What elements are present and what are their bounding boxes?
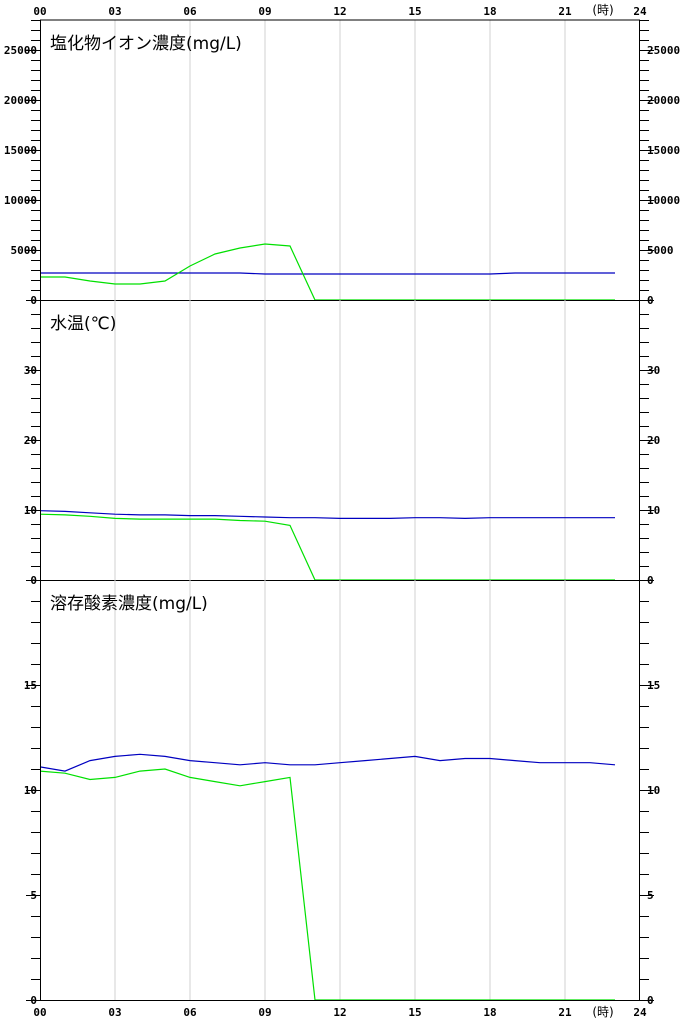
x-unit-label-bottom: (時) <box>592 1005 613 1019</box>
y-tick-label-left: 15 <box>24 679 37 692</box>
y-tick-label-left: 30 <box>24 364 37 377</box>
y-tick-label-left: 10000 <box>4 194 37 207</box>
y-tick-label-right: 0 <box>647 994 654 1007</box>
x-tick-label-top: 12 <box>333 5 346 18</box>
x-tick-label-bottom: 15 <box>408 1006 421 1019</box>
y-tick-label-right: 5 <box>647 889 654 902</box>
x-tick-label-top: 09 <box>258 5 271 18</box>
x-tick-label-top: 00 <box>33 5 46 18</box>
panel-title: 溶存酸素濃度(mg/L) <box>50 594 208 614</box>
x-tick-label-top: 18 <box>483 5 496 18</box>
y-tick-label-right: 10 <box>647 784 660 797</box>
x-tick-label-top: 03 <box>108 5 121 18</box>
x-tick-label-bottom: 12 <box>333 1006 346 1019</box>
y-tick-label-right: 20 <box>647 434 660 447</box>
series-line-1 <box>39 510 615 520</box>
panel-title: 塩化物イオン濃度(mg/L) <box>50 34 242 54</box>
y-tick-label-right: 5000 <box>647 244 674 257</box>
y-tick-label-right: 10 <box>647 504 660 517</box>
series-line-2 <box>39 513 615 581</box>
x-tick-label-top: 24 <box>633 5 647 18</box>
y-tick-label-left: 5 <box>30 889 37 902</box>
x-tick-label-bottom: 21 <box>558 1006 572 1019</box>
x-tick-label-bottom: 09 <box>258 1006 271 1019</box>
panel-title: 水温(℃) <box>50 314 116 334</box>
y-tick-label-left: 5000 <box>11 244 38 257</box>
series-line-2 <box>40 243 615 301</box>
x-tick-label-top: 21 <box>558 5 572 18</box>
y-tick-label-right: 15000 <box>647 144 680 157</box>
x-unit-label-top: (時) <box>592 3 613 17</box>
y-tick-label-left: 25000 <box>4 44 37 57</box>
y-tick-label-right: 15 <box>647 679 660 692</box>
x-tick-label-top: 15 <box>408 5 421 18</box>
series-line-1 <box>40 272 615 275</box>
y-tick-label-left: 10 <box>24 784 37 797</box>
x-tick-label-bottom: 06 <box>183 1006 197 1019</box>
x-tick-label-bottom: 00 <box>33 1006 46 1019</box>
x-tick-label-bottom: 03 <box>108 1006 121 1019</box>
y-tick-label-left: 0 <box>30 994 37 1007</box>
x-tick-label-top: 06 <box>183 5 197 18</box>
y-tick-label-right: 30 <box>647 364 660 377</box>
y-tick-label-right: 20000 <box>647 94 680 107</box>
y-tick-label-right: 25000 <box>647 44 680 57</box>
y-tick-label-left: 20 <box>24 434 37 447</box>
x-tick-label-bottom: 24 <box>633 1006 647 1019</box>
y-tick-label-right: 10000 <box>647 194 680 207</box>
y-tick-label-left: 10 <box>24 504 37 517</box>
x-tick-label-bottom: 18 <box>483 1006 496 1019</box>
series-line-2 <box>39 768 615 1001</box>
series-line-1 <box>39 753 616 772</box>
y-tick-label-left: 15000 <box>4 144 37 157</box>
y-tick-label-left: 20000 <box>4 94 37 107</box>
